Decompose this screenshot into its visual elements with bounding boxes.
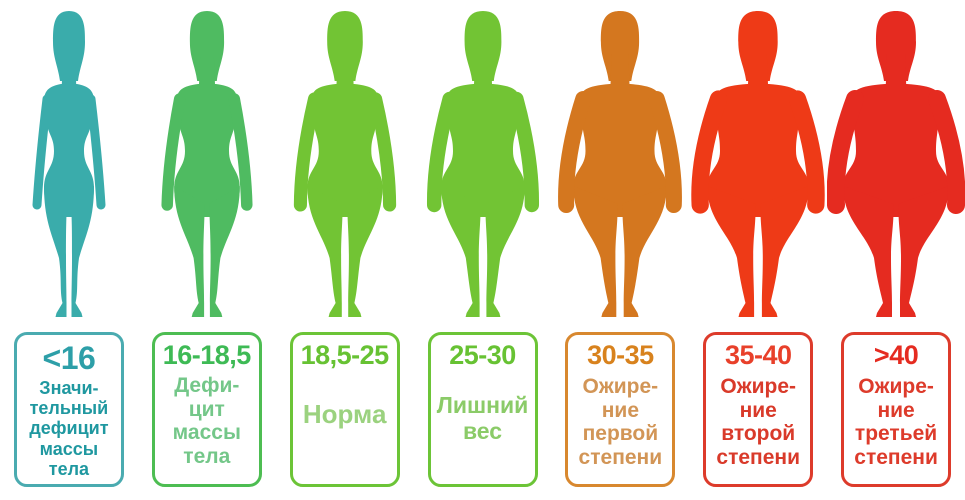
bmi-category-label: Ожире- ние второй степени xyxy=(716,375,801,470)
bmi-category-label: Значи- тельный дефицит массы тела xyxy=(29,377,109,480)
woman-body-silhouette-icon xyxy=(558,11,683,317)
bmi-category-column: >40 Ожире- ние третьей степени xyxy=(827,0,965,487)
bmi-range-card: 30-35 Ожире- ние первой степени xyxy=(565,332,676,487)
bmi-range-value: 18,5-25 xyxy=(300,340,390,370)
figure-wrap xyxy=(276,8,414,320)
woman-body-silhouette-icon xyxy=(293,11,396,317)
bmi-range-card: 35-40 Ожире- ние второй степени xyxy=(703,332,814,487)
woman-body-silhouette-icon xyxy=(32,11,106,317)
bmi-category-label: Ожире- ние первой степени xyxy=(578,375,663,470)
figure-wrap xyxy=(414,8,552,320)
bmi-category-label: Норма xyxy=(302,399,387,430)
figure-wrap xyxy=(551,8,689,320)
bmi-category-label: Ожире- ние третьей степени xyxy=(854,375,938,470)
woman-body-silhouette-icon xyxy=(827,11,965,317)
woman-body-silhouette-icon xyxy=(691,11,825,317)
bmi-range-value: 35-40 xyxy=(724,340,792,370)
woman-body-silhouette-icon xyxy=(426,11,539,317)
figure-wrap xyxy=(827,8,965,320)
figure-wrap xyxy=(0,8,138,320)
bmi-category-column: 30-35 Ожире- ние первой степени xyxy=(551,0,689,487)
bmi-range-value: <16 xyxy=(42,340,96,376)
bmi-range-card: <16 Значи- тельный дефицит массы тела xyxy=(13,332,124,487)
bmi-category-label: Дефи- цит массы тела xyxy=(172,374,241,469)
bmi-range-card: 18,5-25 Норма xyxy=(289,332,400,487)
bmi-category-column: 25-30 Лишний вес xyxy=(414,0,552,487)
bmi-range-value: >40 xyxy=(873,340,919,370)
bmi-category-column: <16 Значи- тельный дефицит массы тела xyxy=(0,0,138,487)
bmi-range-card: 25-30 Лишний вес xyxy=(427,332,538,487)
bmi-range-card: >40 Ожире- ние третьей степени xyxy=(841,332,952,487)
bmi-range-value: 30-35 xyxy=(587,340,654,370)
bmi-range-card: 16-18,5 Дефи- цит массы тела xyxy=(151,332,262,487)
bmi-category-label: Лишний вес xyxy=(436,392,529,445)
bmi-category-column: 35-40 Ожире- ние второй степени xyxy=(689,0,827,487)
figure-wrap xyxy=(138,8,276,320)
bmi-range-value: 16-18,5 xyxy=(162,340,252,370)
bmi-range-value: 25-30 xyxy=(449,340,516,370)
bmi-category-column: 16-18,5 Дефи- цит массы тела xyxy=(138,0,276,487)
bmi-category-column: 18,5-25 Норма xyxy=(276,0,414,487)
figure-wrap xyxy=(689,8,827,320)
woman-body-silhouette-icon xyxy=(161,11,253,317)
